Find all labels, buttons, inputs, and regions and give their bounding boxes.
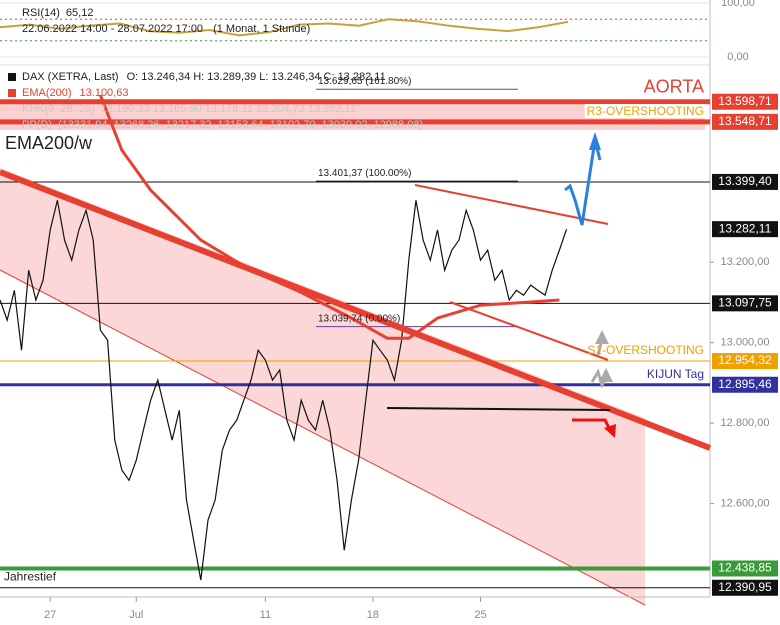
level-note: Jahrestief — [4, 570, 57, 584]
level-label-box — [712, 295, 778, 312]
arrow-head — [604, 424, 616, 438]
indicator-name: PP(D) — [22, 119, 52, 131]
x-tick-label: 25 — [474, 609, 486, 621]
level-label: 12.895,46 — [718, 377, 772, 391]
arrow-head — [599, 368, 613, 382]
legend-value: O: 13.246,34 H: 13.289,39 L: 13.246,34 C… — [127, 71, 386, 83]
level-note: AORTA — [644, 76, 704, 96]
legend-name: DAX (XETRA, Last) — [22, 71, 119, 83]
level-label: 12.438,85 — [718, 561, 772, 575]
x-tick-label: 11 — [260, 609, 271, 621]
arrow-head — [589, 132, 601, 150]
rsi-period: 22.06.2022 14:00 - 28.07.2022 17:00 — [22, 23, 203, 35]
indicator-values: 13.190,33 13.165,90 13.178,11 13.204,73 … — [101, 103, 356, 115]
y-tick-label: 13.000,00 — [721, 337, 770, 349]
y-tick-label: 12.600,00 — [721, 498, 770, 510]
level-label-box — [712, 353, 778, 370]
level-label-box — [712, 113, 778, 130]
rsi-legend-value: 65,12 — [66, 7, 94, 19]
ema-line — [99, 94, 560, 340]
arrow-head — [595, 330, 609, 344]
channel-fill — [0, 168, 645, 605]
rsi-line — [0, 18, 569, 37]
ema-weekly-line — [0, 169, 712, 451]
level-label-box — [712, 376, 778, 393]
x-tick-label: Jul — [129, 609, 143, 621]
level-note: R3-OVERSHOOTING — [587, 104, 704, 118]
rsi-tick-label: 0,00 — [727, 51, 748, 63]
indicator-values: (13331,94, 13268.26, 13217.32, 13153.64,… — [58, 119, 423, 131]
note-bg — [584, 104, 706, 119]
rsi-legend: RSI(14) — [22, 7, 60, 19]
level-label: 12.390,95 — [718, 580, 772, 594]
price-line — [0, 200, 568, 581]
legend-name: EMA(200) — [22, 87, 72, 99]
fib-label: 13.401,37 (100.00%) — [318, 168, 411, 179]
level-label: 13.282,11 — [719, 221, 772, 235]
legend-swatch — [8, 73, 16, 81]
rsi-tick-label: 100,00 — [721, 0, 755, 9]
level-label-box — [712, 579, 778, 596]
x-tick-label: 18 — [367, 609, 379, 621]
indicator-name: KHK(9, 26, 26) — [22, 103, 95, 115]
legend-swatch — [8, 89, 16, 97]
channel-lower — [0, 269, 646, 606]
triangle-upper — [414, 184, 609, 225]
scenario-arrow — [564, 139, 602, 226]
ema-weekly-label: EMA200/w — [5, 133, 93, 153]
rsi-resolution: (1 Monat, 1 Stunde) — [213, 23, 310, 35]
fib-label: 13.629,65 (161.80%) — [318, 76, 411, 87]
level-label: 13.097,75 — [718, 296, 772, 310]
data-layer — [0, 18, 569, 581]
level-label: 13.598,71 — [718, 94, 772, 108]
level-note: KIJUN Tag — [647, 367, 704, 381]
level-label-box — [712, 221, 778, 238]
under-layer — [0, 2, 714, 602]
drawings — [0, 132, 712, 451]
level-label-box — [712, 173, 778, 190]
legend-value: 13.100,63 — [80, 87, 129, 99]
support-line — [386, 407, 611, 411]
level-label: 13.548,71 — [718, 114, 772, 128]
level-label-box — [712, 93, 778, 110]
fib-label: 13.039,74 (0.00%) — [318, 313, 400, 324]
level-note: S1-OVERSHOOTING — [587, 343, 704, 357]
triangle-lower — [449, 301, 609, 361]
y-tick-label: 13.200,00 — [721, 256, 770, 268]
label-layer: 100,00 0,00 RSI(14) 65,12 22.06.2022 14:00 -… — [4, 0, 778, 621]
x-tick-label: 27 — [44, 609, 56, 621]
level-label: 12.954,32 — [718, 353, 772, 367]
y-tick-label: 12.800,00 — [721, 417, 770, 429]
level-label: 13.399,40 — [718, 174, 772, 188]
level-label-box — [712, 560, 778, 577]
